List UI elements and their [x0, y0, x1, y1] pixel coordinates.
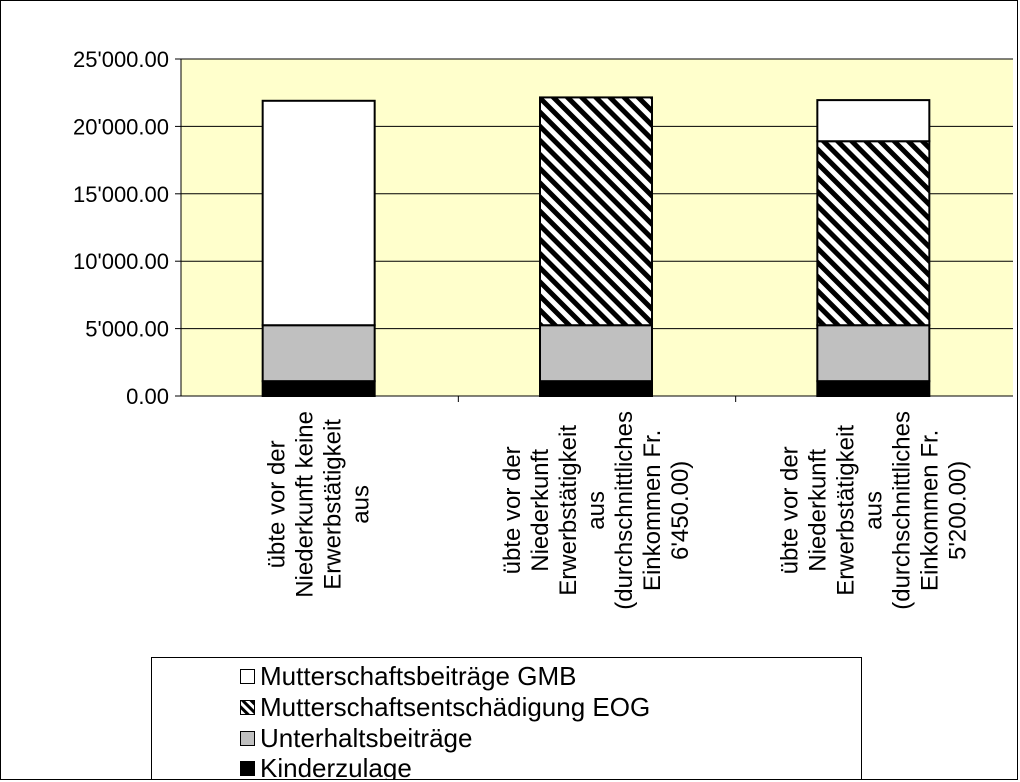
x-category-label-line: übte vor der — [264, 440, 291, 568]
legend-swatch-kinderzulage — [240, 760, 255, 776]
x-category-label-line: Einkommen Fr. — [639, 430, 666, 591]
bar-segment — [816, 140, 931, 327]
legend-label-gmb: Mutterschaftsbeiträge GMB — [260, 660, 577, 691]
x-category-label-line: übte vor der — [499, 446, 526, 574]
legend-item-eog: Mutterschaftsentschädigung EOG — [240, 691, 651, 722]
legend-label-eog: Mutterschaftsentschädigung EOG — [260, 691, 651, 722]
x-category-label-line: aus — [583, 491, 610, 530]
bar-segment — [539, 324, 653, 383]
x-category-label: übte vor derNiederkunftErwerbstätigkeita… — [499, 411, 694, 610]
bar-segment — [261, 324, 376, 383]
x-category-label-line: Erwerbstätigkeit — [320, 419, 347, 590]
bar-segment — [816, 99, 931, 143]
x-category-label-line: Niederkunft — [527, 449, 554, 572]
bar-segment — [816, 380, 931, 397]
x-category-label-line: 5'200.00) — [944, 461, 971, 560]
bar-segment — [539, 380, 653, 397]
bar-segment — [539, 96, 653, 327]
x-category-label-line: übte vor der — [776, 446, 803, 574]
legend-swatch-gmb — [240, 668, 255, 684]
bar-segment — [261, 380, 376, 397]
x-category-label-line: aus — [860, 491, 887, 530]
legend-item-gmb: Mutterschaftsbeiträge GMB — [240, 660, 577, 691]
y-tick-label: 15'000.00 — [73, 182, 169, 207]
x-category-label: übte vor derNiederkunft keineErwerbstäti… — [264, 411, 375, 598]
legend-swatch-eog — [240, 699, 255, 715]
chart-legend: Mutterschaftsbeiträge GMB Mutterschaftse… — [151, 657, 862, 780]
legend-item-kinderzulage: Kinderzulage — [240, 752, 412, 780]
x-category-label: übte vor derNiederkunftErwerbstätigkeita… — [776, 411, 971, 610]
legend-label-unterhalt: Unterhaltsbeiträge — [260, 722, 473, 753]
y-tick-label: 25'000.00 — [73, 47, 169, 72]
x-category-label-line: Erwerbstätigkeit — [832, 425, 859, 596]
x-category-label-line: (durchschnittliches — [888, 411, 915, 610]
y-tick-label: 0.00 — [126, 384, 169, 409]
x-category-label-line: Erwerbstätigkeit — [555, 425, 582, 596]
y-tick-label: 5'000.00 — [85, 317, 169, 342]
y-tick-label: 10'000.00 — [73, 249, 169, 274]
x-category-label-line: (durchschnittliches — [611, 411, 638, 610]
legend-swatch-unterhalt — [240, 730, 255, 746]
y-tick-label: 20'000.00 — [73, 114, 169, 139]
bar-segment — [816, 324, 931, 383]
legend-label-kinderzulage: Kinderzulage — [260, 752, 412, 780]
x-category-label-line: Niederkunft keine — [292, 411, 319, 598]
x-category-label-line: Niederkunft — [804, 449, 831, 572]
legend-item-unterhalt: Unterhaltsbeiträge — [240, 722, 473, 753]
x-category-label-line: aus — [348, 485, 375, 524]
x-category-label-line: Einkommen Fr. — [916, 430, 943, 591]
bar-segment — [261, 99, 376, 327]
stacked-bar-chart: 0.00 5'000.00 10'000.00 15'000.00 20'000.00 2… — [73, 47, 1013, 610]
x-category-label-line: 6'450.00) — [667, 461, 694, 560]
